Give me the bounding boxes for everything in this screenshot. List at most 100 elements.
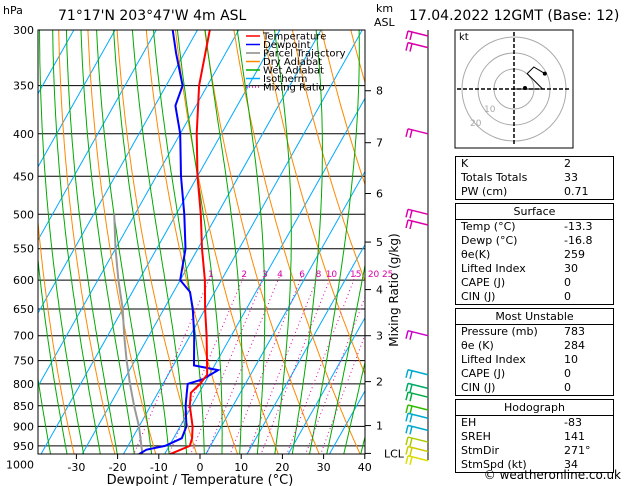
wind-barb-flag xyxy=(405,383,409,392)
wind-barb-flag xyxy=(409,456,413,465)
index-value: -16.8 xyxy=(564,234,593,247)
km-tick-label: 7 xyxy=(376,137,383,150)
km-tick-label: 3 xyxy=(376,330,383,343)
dry-adiabat-line xyxy=(233,30,361,454)
wind-barb-flag xyxy=(405,436,409,446)
legend-label: Dewpoint xyxy=(263,40,311,51)
index-label: EH xyxy=(461,416,477,429)
wind-barb-flag xyxy=(409,210,413,219)
index-label: θe (K) xyxy=(461,339,494,352)
index-value: 271° xyxy=(564,444,591,457)
pressure-tick-label: 750 xyxy=(13,355,34,368)
hpa-label: hPa xyxy=(3,4,23,17)
wind-barb xyxy=(405,30,429,41)
isotherm-line xyxy=(328,389,365,454)
pressure-tick-label: 300 xyxy=(13,24,34,37)
wet-adiabat-line xyxy=(80,30,135,454)
index-value: 0 xyxy=(564,290,571,303)
temperature-line xyxy=(167,30,211,454)
index-value: 10 xyxy=(564,353,578,366)
pressure-tick-label: 900 xyxy=(13,420,34,433)
index-label: Lifted Index xyxy=(461,262,526,275)
wind-barb xyxy=(405,412,429,423)
pressure-tick-label: 550 xyxy=(13,243,34,256)
legend-label: Dry Adiabat xyxy=(263,57,322,68)
mixing-ratio-label: 4 xyxy=(277,270,283,280)
index-label: StmDir xyxy=(461,444,500,457)
index-row: SREH 141 xyxy=(456,430,613,444)
index-label: Dewp (°C) xyxy=(461,234,518,247)
mixing-ratio-line xyxy=(168,273,246,454)
parcel-trajectory-line xyxy=(113,214,144,454)
hodograph-ring-label: 20 xyxy=(470,119,482,129)
km-label: km xyxy=(376,2,393,15)
index-label: SREH xyxy=(461,430,491,443)
wet-adiabat-line xyxy=(39,30,85,454)
index-value: 0 xyxy=(564,276,571,289)
wind-barb-flag xyxy=(409,129,413,138)
mixing-ratio-label: 20 xyxy=(368,270,380,280)
index-label: θe(K) xyxy=(461,248,491,261)
mixing-ratio-label: 8 xyxy=(316,270,322,280)
wet-adiabat-line xyxy=(38,375,52,454)
index-value: 141 xyxy=(564,430,585,443)
wind-barb xyxy=(405,455,429,465)
dewpoint-line xyxy=(137,30,221,454)
mixing-ratio-label: 6 xyxy=(299,270,305,280)
hodograph-end-point xyxy=(542,71,547,76)
index-value: 34 xyxy=(564,458,578,471)
wind-barb-flag xyxy=(409,384,413,393)
wind-barb-flag xyxy=(405,413,409,422)
isotherm-line xyxy=(81,30,322,454)
pressure-tick-label: 350 xyxy=(13,80,34,93)
wind-barb-flag xyxy=(405,209,409,218)
wet-adiabat-line xyxy=(96,30,153,454)
mixing-ratio-label: 3 xyxy=(262,270,268,280)
index-row: θe(K) 259 xyxy=(456,248,613,262)
dry-adiabat-line xyxy=(321,30,365,187)
mixing-ratio-label: 2 xyxy=(241,270,247,280)
pressure-tick-label: 850 xyxy=(13,400,34,413)
wind-barb-staff xyxy=(407,219,429,226)
pressure-tick-label: 650 xyxy=(13,303,34,316)
wet-adiabat-line xyxy=(360,434,365,454)
wind-barb-flag xyxy=(409,331,413,340)
legend-label: Isotherm xyxy=(263,74,307,85)
wind-barb-flag xyxy=(409,43,413,52)
dry-adiabat-line xyxy=(291,30,365,283)
legend-label: Wet Adiabat xyxy=(263,66,324,77)
hodograph-storm-motion xyxy=(523,86,527,90)
asl-label: ASL xyxy=(374,16,396,29)
surface-title: Surface xyxy=(456,204,613,220)
wind-barb xyxy=(405,436,429,447)
dry-adiabat-line xyxy=(145,30,239,454)
mixing-ratio-line xyxy=(286,273,357,454)
wind-barb-flag xyxy=(409,370,413,379)
km-tick-label: 2 xyxy=(376,376,383,389)
dry-adiabat-line xyxy=(58,30,116,454)
pressure-tick-label: 450 xyxy=(13,170,34,183)
isotherm-line xyxy=(40,30,281,454)
index-row: CAPE (J) 0 xyxy=(456,367,613,381)
indices-most-unstable: Most Unstable Pressure (mb) 783 θe (K) 284 L… xyxy=(455,308,614,396)
wind-barb xyxy=(405,404,429,415)
pressure-tick-label: 600 xyxy=(13,274,34,287)
index-label: CIN (J) xyxy=(461,381,496,394)
mixing-ratio-axis-title: Mixing Ratio (g/kg) xyxy=(387,233,401,346)
x-tick-label: 30 xyxy=(317,461,331,474)
hodograph-title: Hodograph xyxy=(456,400,613,416)
hodograph-trace xyxy=(514,66,546,90)
index-value: 33 xyxy=(564,171,578,184)
index-label: CAPE (J) xyxy=(461,367,506,380)
pressure-tick-label: 700 xyxy=(13,330,34,343)
index-row: EH -83 xyxy=(456,416,613,430)
wet-adiabat-line xyxy=(236,30,266,454)
dry-adiabat-line xyxy=(38,216,75,454)
index-value: -83 xyxy=(564,416,582,429)
wind-barb-flag xyxy=(405,42,409,51)
index-row: PW (cm) 0.71 xyxy=(456,185,613,199)
mixing-ratio-label: 25 xyxy=(382,270,393,280)
index-value: 30 xyxy=(564,262,578,275)
wind-barb-flag xyxy=(405,391,409,401)
